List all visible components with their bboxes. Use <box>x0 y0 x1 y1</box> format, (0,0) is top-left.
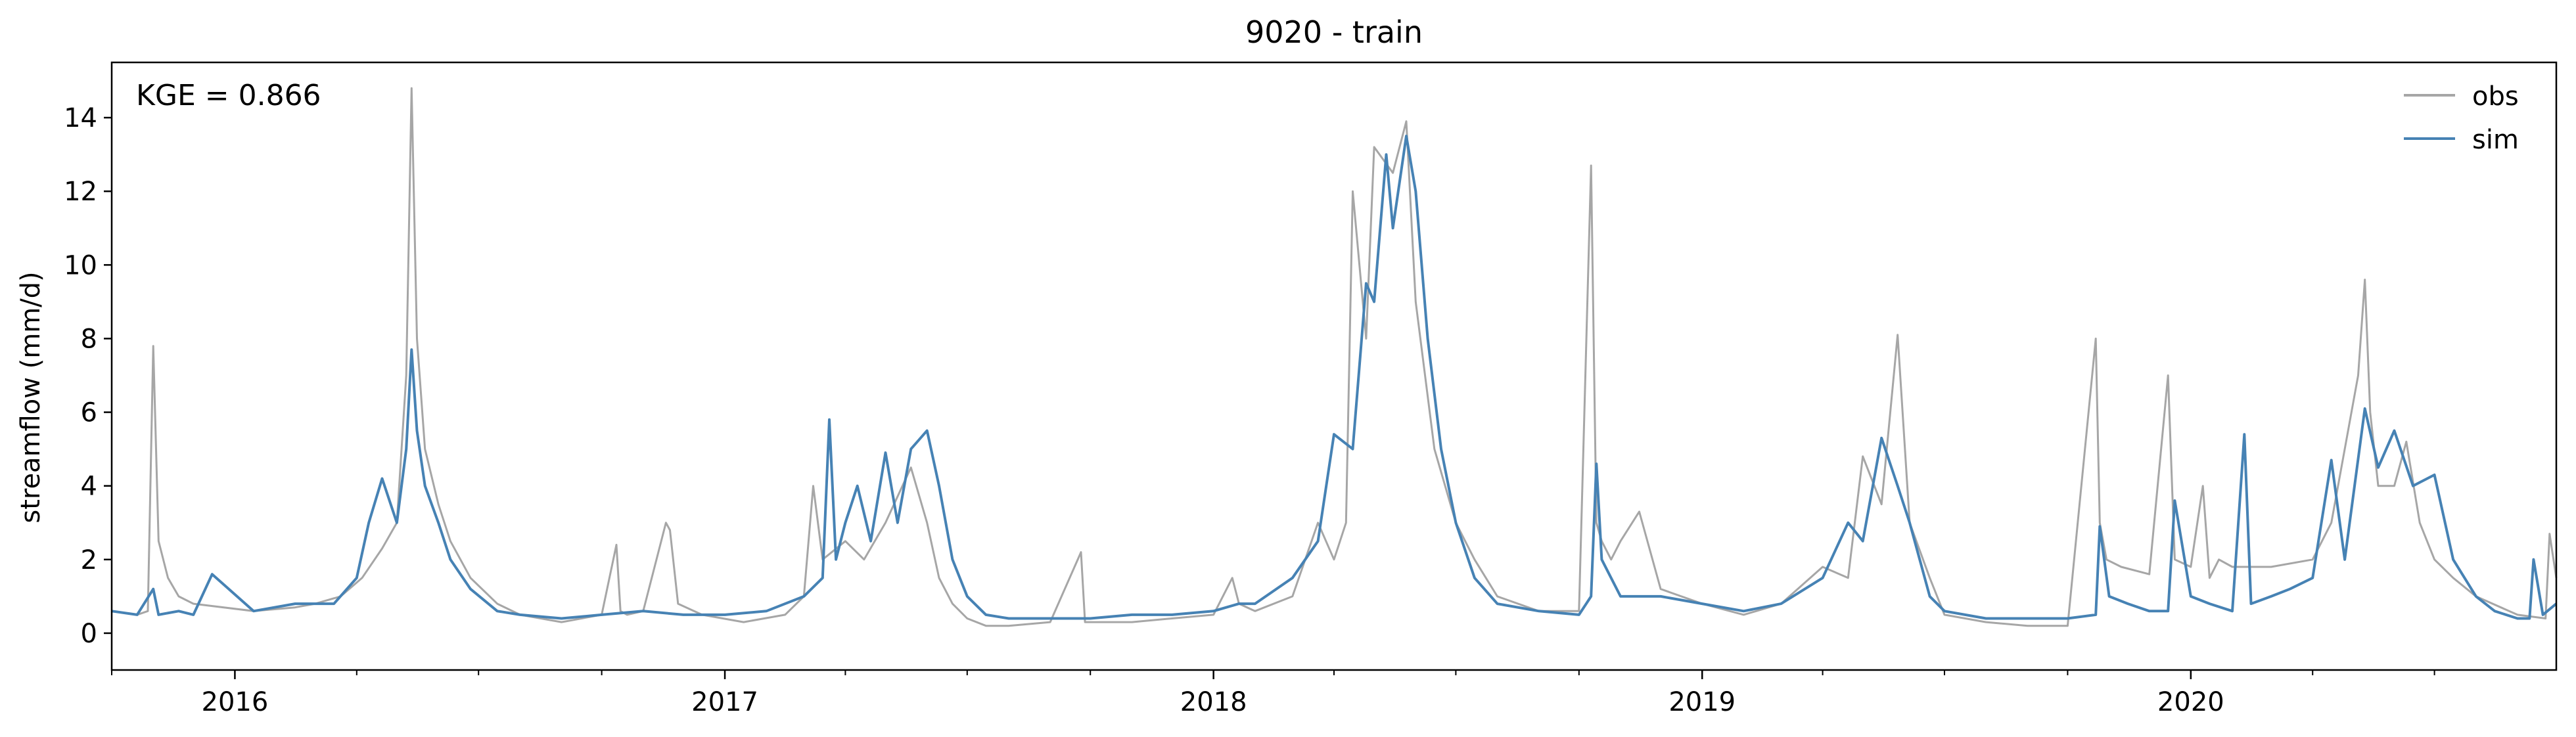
y-tick-label: 4 <box>81 472 97 502</box>
series-line-sim <box>111 135 2558 620</box>
y-tick-label: 12 <box>64 177 97 207</box>
y-tick-label: 6 <box>81 398 97 428</box>
legend: obs sim <box>2404 81 2519 155</box>
kge-annotation: KGE = 0.866 <box>136 79 321 112</box>
x-tick-label: 2019 <box>1668 687 1736 717</box>
x-tick-label: 2020 <box>2157 687 2224 717</box>
y-tick-label: 2 <box>81 545 97 575</box>
axes-frame <box>110 61 2558 671</box>
y-tick-label: 0 <box>81 619 97 649</box>
legend-label-obs: obs <box>2472 81 2519 112</box>
y-tick-label: 14 <box>64 103 97 133</box>
y-tick-label: 8 <box>81 324 97 354</box>
x-tick-label: 2017 <box>691 687 758 717</box>
series-line-obs <box>111 87 2558 627</box>
y-axis-label: streamflow (mm/d) <box>16 271 46 523</box>
x-tick-label: 2018 <box>1180 687 1247 717</box>
y-tick-label: 10 <box>64 250 97 280</box>
x-ticks: 2016 2017 2018 2019 2020 <box>111 670 2435 717</box>
x-tick-label: 2016 <box>202 687 269 717</box>
y-ticks: 0 2 4 6 8 10 12 14 <box>64 103 112 649</box>
legend-label-sim: sim <box>2472 125 2519 155</box>
chart-title: 9020 - train <box>1245 14 1423 50</box>
series-layer <box>111 87 2558 627</box>
plot-area <box>110 61 2558 671</box>
